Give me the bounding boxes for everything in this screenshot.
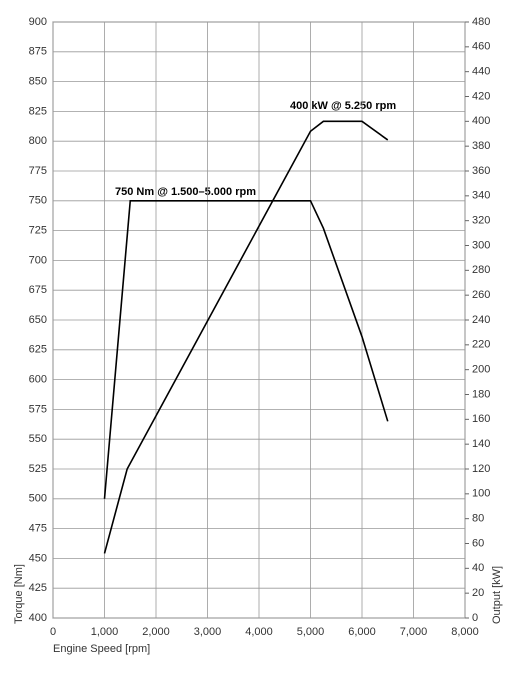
- y2-tick-label: 320: [472, 215, 490, 227]
- y-tick-label: 625: [29, 344, 47, 356]
- y-tick-label: 700: [29, 254, 47, 266]
- y-tick-label: 650: [29, 314, 47, 326]
- x-tick-label: 6,000: [348, 626, 376, 638]
- y2-tick-label: 220: [472, 339, 490, 351]
- x-tick-label: 2,000: [142, 626, 170, 638]
- y-tick-label: 575: [29, 403, 47, 415]
- y-tick-label: 850: [29, 76, 47, 88]
- y2-tick-label: 360: [472, 165, 490, 177]
- x-tick-label: 4,000: [245, 626, 273, 638]
- y-tick-label: 900: [29, 16, 47, 28]
- y2-tick-label: 0: [472, 612, 478, 624]
- y2-tick-label: 240: [472, 314, 490, 326]
- x-tick-label: 8,000: [451, 626, 479, 638]
- y-tick-label: 550: [29, 433, 47, 445]
- y-tick-label: 750: [29, 195, 47, 207]
- y-tick-label: 725: [29, 225, 47, 237]
- y-tick-label: 600: [29, 374, 47, 386]
- y2-tick-label: 380: [472, 140, 490, 152]
- y2-tick-label: 180: [472, 388, 490, 400]
- y-tick-label: 525: [29, 463, 47, 475]
- line-series: [103, 120, 389, 554]
- y-tick-label: 775: [29, 165, 47, 177]
- y2-tick-label: 200: [472, 364, 490, 376]
- y2-tick-label: 280: [472, 264, 490, 276]
- y-tick-label: 875: [29, 46, 47, 58]
- y2-tick-label: 340: [472, 190, 490, 202]
- y-tick-label: 675: [29, 284, 47, 296]
- y2-tick-label: 80: [472, 513, 484, 525]
- x-tick-label: 3,000: [194, 626, 222, 638]
- y2-tick-label: 420: [472, 90, 490, 102]
- x-tick-label: 1,000: [91, 626, 119, 638]
- y2-tick-label: 300: [472, 239, 490, 251]
- y2-tick-label: 480: [472, 16, 490, 28]
- y2-tick-label: 100: [472, 488, 490, 500]
- x-tick-label: 7,000: [400, 626, 428, 638]
- line-series: [103, 200, 389, 499]
- x-tick-label: 5,000: [297, 626, 325, 638]
- y-tick-label: 500: [29, 493, 47, 505]
- y-tick-label: 425: [29, 582, 47, 594]
- y-tick-label: 400: [29, 612, 47, 624]
- y2-tick-label: 40: [472, 562, 484, 574]
- x-axis-label: Engine Speed [rpm]: [53, 643, 150, 655]
- y2-tick-label: 400: [472, 115, 490, 127]
- y2-tick-label: 60: [472, 537, 484, 549]
- y2-tick-label: 20: [472, 587, 484, 599]
- y2-tick-label: 140: [472, 438, 490, 450]
- y2-axis-label: Output [kW]: [491, 566, 503, 624]
- y2-tick-label: 120: [472, 463, 490, 475]
- y2-tick-label: 160: [472, 413, 490, 425]
- y2-tick-label: 260: [472, 289, 490, 301]
- annotation: 750 Nm @ 1.500–5.000 rpm: [115, 186, 256, 198]
- y-tick-label: 800: [29, 135, 47, 147]
- x-tick-label: 0: [50, 626, 56, 638]
- y-tick-label: 450: [29, 552, 47, 564]
- y-tick-label: 825: [29, 105, 47, 117]
- y-axis-label: Torque [Nm]: [13, 564, 25, 624]
- y2-tick-label: 460: [472, 41, 490, 53]
- y-tick-label: 475: [29, 523, 47, 535]
- y2-tick-label: 440: [472, 66, 490, 78]
- annotation: 400 kW @ 5.250 rpm: [290, 100, 396, 112]
